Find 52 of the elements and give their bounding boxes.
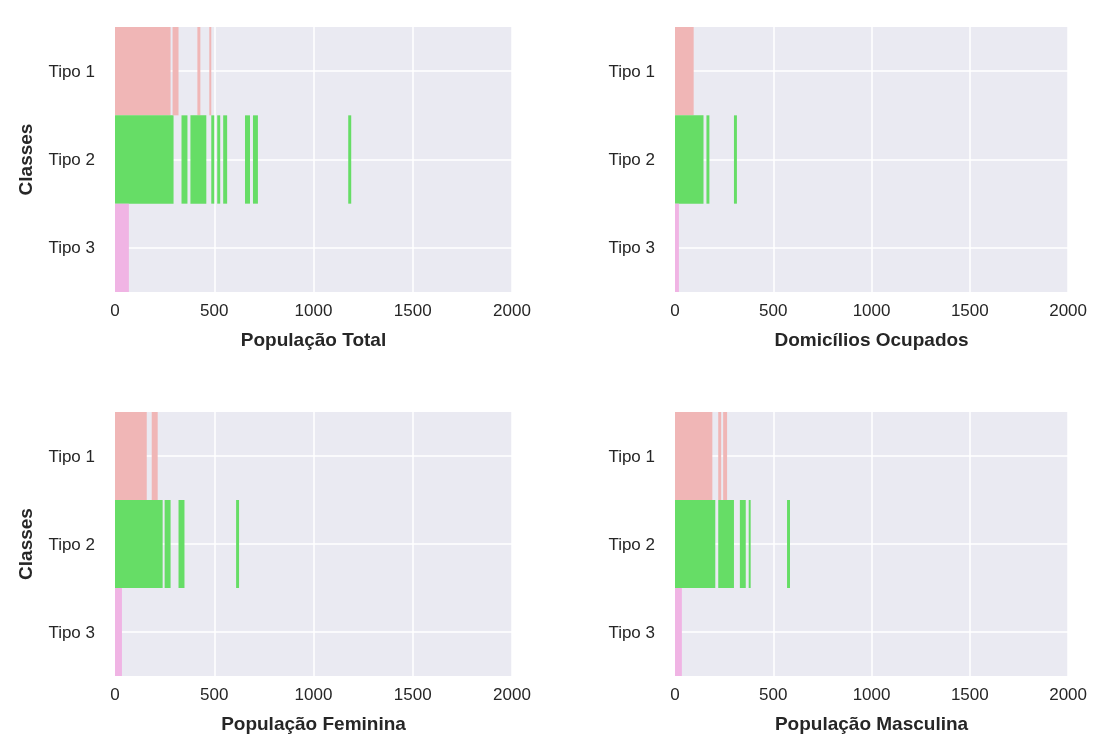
bar bbox=[252, 115, 258, 204]
x-tick-label: 1000 bbox=[852, 685, 891, 704]
bar bbox=[675, 27, 694, 116]
x-axis-title: Domicílios Ocupados bbox=[774, 329, 969, 350]
y-axis-title: Classes bbox=[15, 508, 36, 580]
y-tick-label: Tipo 3 bbox=[608, 238, 655, 258]
y-tick-label: Tipo 2 bbox=[608, 150, 655, 169]
x-tick-label: 500 bbox=[759, 301, 788, 320]
x-tick-label: 500 bbox=[200, 685, 229, 704]
x-tick-label: 2000 bbox=[493, 685, 531, 704]
y-tick-label: Tipo 3 bbox=[48, 238, 95, 258]
bar bbox=[115, 203, 129, 292]
x-tick-label: 1500 bbox=[393, 685, 432, 704]
y-tick-label: Tipo 2 bbox=[608, 534, 655, 554]
y-tick-label: Tipo 1 bbox=[608, 446, 655, 466]
x-tick-label: 1500 bbox=[950, 301, 989, 320]
x-tick-label: 0 bbox=[110, 301, 120, 320]
bar bbox=[348, 115, 352, 204]
x-tick-label: 0 bbox=[110, 685, 120, 704]
bar bbox=[787, 500, 790, 588]
bar bbox=[675, 203, 679, 292]
bar bbox=[733, 115, 737, 204]
y-tick-label: Tipo 2 bbox=[48, 150, 95, 169]
x-tick-label: 2000 bbox=[1049, 301, 1087, 320]
x-axis-title: População Total bbox=[240, 329, 387, 350]
x-tick-label: 1000 bbox=[294, 685, 333, 704]
x-tick-label: 0 bbox=[670, 301, 680, 320]
bar bbox=[706, 115, 710, 204]
x-tick-label: 500 bbox=[200, 301, 229, 320]
x-tick-label: 1500 bbox=[393, 301, 432, 320]
x-axis-title: População Masculina bbox=[774, 713, 969, 734]
bar bbox=[115, 588, 122, 676]
x-tick-label: 1500 bbox=[950, 685, 989, 704]
x-tick-label: 500 bbox=[759, 685, 788, 704]
y-tick-label: Tipo 2 bbox=[48, 534, 95, 554]
bar bbox=[675, 588, 682, 676]
x-tick-label: 2000 bbox=[493, 301, 531, 320]
bar bbox=[236, 500, 240, 588]
y-tick-label: Tipo 1 bbox=[608, 61, 655, 81]
x-axis-title: População Feminina bbox=[221, 713, 407, 734]
bar bbox=[245, 115, 250, 204]
y-tick-label: Tipo 3 bbox=[48, 622, 95, 642]
y-tick-label: Tipo 1 bbox=[48, 61, 95, 81]
bar bbox=[223, 115, 228, 204]
y-axis-title: Classes bbox=[15, 123, 36, 196]
x-tick-label: 1000 bbox=[852, 301, 891, 320]
y-tick-label: Tipo 3 bbox=[608, 622, 655, 642]
x-tick-label: 2000 bbox=[1049, 685, 1087, 704]
x-tick-label: 0 bbox=[670, 685, 680, 704]
bar bbox=[217, 115, 221, 204]
x-tick-label: 1000 bbox=[294, 301, 333, 320]
y-tick-label: Tipo 1 bbox=[48, 446, 95, 466]
